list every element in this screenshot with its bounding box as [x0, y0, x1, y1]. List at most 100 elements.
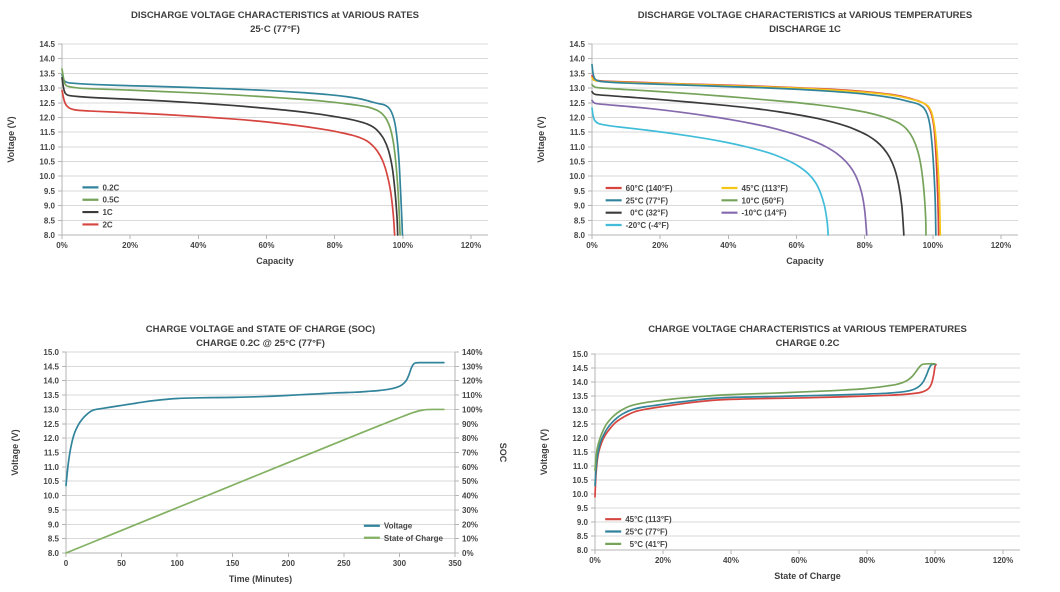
y-tick-label: 13.0: [43, 405, 59, 414]
chart-charge-temperatures-canvas: 8.0 8.5 9.0 9.5 10.0 10.5 11.0 11.5 12.0 12.5 13.0…: [539, 324, 1020, 581]
legend-item: 0.5C: [82, 196, 120, 205]
chart-subtitle: 25·C (77°F): [250, 24, 300, 35]
y2-tick-label: 20%: [462, 520, 478, 529]
x-tick-label: 100%: [923, 241, 943, 250]
series-line--0°c-(32°f): [591, 90, 905, 236]
y-tick-label: 10.0: [43, 492, 59, 501]
x-tick-label: 250: [337, 559, 351, 568]
y-tick-label: 8.5: [577, 532, 589, 541]
y-tick-label: 9.0: [44, 202, 56, 211]
x-tick-label: 60%: [791, 556, 807, 565]
chart-subtitle: CHARGE 0.2C @ 25°C (77°F): [196, 338, 325, 349]
y-tick-label: 14.0: [39, 55, 55, 64]
y2-tick-label: 80%: [462, 434, 478, 443]
y2-tick-label: 70%: [462, 449, 478, 458]
chart-subtitle: DISCHARGE 1C: [769, 24, 841, 35]
chart-title: DISCHARGE VOLTAGE CHARACTERISTICS at VAR…: [638, 10, 972, 21]
legend-item: -10°C (14°F): [721, 209, 787, 218]
y-tick-label: 13.0: [572, 406, 588, 415]
y-tick-label: 14.0: [43, 377, 59, 386]
legend-item: 45°C (113°F): [721, 184, 788, 193]
series-group: [591, 63, 942, 236]
x-tick-label: 80%: [327, 241, 343, 250]
legend-label: 10°C (50°F): [742, 196, 785, 205]
series-line-2c: [61, 89, 396, 236]
x-tick-label: 80%: [857, 241, 873, 250]
legend-label: 5°C (41°F): [625, 540, 668, 549]
y-tick-label: 12.0: [39, 113, 55, 122]
series-line-0.5c: [61, 68, 401, 236]
x-axis-label: Capacity: [256, 256, 294, 266]
y-tick-label: 9.0: [48, 520, 60, 529]
x-tick-label: 120%: [993, 556, 1013, 565]
series-group: [594, 362, 937, 498]
y-tick-label: 12.0: [572, 434, 588, 443]
legend-item: Voltage: [363, 522, 413, 531]
y-tick-label: 11.5: [40, 128, 56, 137]
y-tick-label: 8.5: [574, 216, 586, 225]
legend-label: 0.5C: [102, 196, 119, 205]
y-tick-label: 8.5: [48, 535, 60, 544]
series-group: [61, 68, 404, 236]
axis-ticks: 8.0 8.5 9.0 9.5 10.0 10.5 11.0 11.5 12.0 12.5 13.0…: [43, 348, 482, 568]
legend-label: 1C: [102, 208, 112, 217]
legend-item: 5°C (41°F): [605, 540, 668, 549]
legend-item: 10°C (50°F): [721, 196, 785, 205]
x-tick-label: 0%: [56, 241, 68, 250]
axis-ticks: 8.0 8.5 9.0 9.5 10.0 10.5 11.0 11.5 12.0 12.5 13.0…: [39, 40, 481, 250]
y-tick-label: 9.5: [577, 504, 589, 513]
y-tick-label: 13.5: [569, 69, 585, 78]
x-tick-label: 60%: [788, 241, 804, 250]
y-tick-label: 9.5: [44, 187, 56, 196]
x-tick-label: 200: [282, 559, 296, 568]
legend-label: 0°C (32°F): [626, 209, 669, 218]
y-tick-label: 8.0: [48, 549, 60, 558]
y-tick-label: 8.0: [574, 231, 586, 240]
chart-subtitle: CHARGE 0.2C: [776, 338, 840, 349]
y-tick-label: 15.0: [43, 348, 59, 357]
y-tick-label: 14.5: [569, 40, 585, 49]
series-line-45°c-(113°f): [594, 363, 937, 498]
y-tick-label: 13.0: [569, 84, 585, 93]
legend-label: -20°C (-4°F): [626, 221, 670, 230]
y2-tick-label: 130%: [462, 362, 482, 371]
series-line-voltage: [65, 361, 445, 487]
y-tick-label: 8.5: [44, 216, 56, 225]
y2-tick-label: 50%: [462, 477, 478, 486]
series-group: [65, 361, 445, 554]
series-line--5°c-(41°f): [594, 362, 936, 472]
y-tick-label: 10.5: [39, 158, 55, 167]
x-tick-label: 20%: [122, 241, 138, 250]
y-tick-label: 12.5: [569, 99, 585, 108]
x-tick-label: 80%: [859, 556, 875, 565]
y-axis-label: Voltage (V): [6, 116, 16, 162]
legend-item: 1C: [82, 208, 113, 217]
series-line-25°c-(77°f): [594, 363, 936, 487]
y-tick-label: 14.5: [43, 362, 59, 371]
series-line-10°c-(50°f): [591, 83, 927, 236]
y-tick-label: 12.5: [43, 420, 59, 429]
y2-tick-label: 30%: [462, 506, 478, 515]
x-tick-label: 20%: [655, 556, 671, 565]
x-tick-label: 120%: [991, 241, 1011, 250]
series-line--20°c-(-4°f): [591, 107, 830, 236]
chart-title: CHARGE VOLTAGE CHARACTERISTICS at VARIOU…: [648, 324, 967, 335]
series-line-1c: [61, 76, 399, 236]
legend: 45°C (113°F) 25°C (77°F) 5°C (41°F): [605, 515, 672, 549]
x-tick-label: 120%: [461, 241, 481, 250]
y-tick-label: 10.0: [569, 172, 585, 181]
x-tick-label: 20%: [652, 241, 668, 250]
y-tick-label: 10.0: [39, 172, 55, 181]
legend-label: 25°C (77°F): [626, 196, 669, 205]
series-line-25°c-(77°f): [591, 63, 937, 236]
x-axis-label: Capacity: [786, 256, 824, 266]
legend-item: State of Charge: [363, 534, 444, 543]
y2-tick-label: 40%: [462, 492, 478, 501]
y-tick-label: 13.5: [43, 391, 59, 400]
series-line-state-of-charge: [65, 408, 445, 554]
y-tick-label: 14.5: [572, 364, 588, 373]
x-tick-label: 50: [117, 559, 126, 568]
gridlines: [62, 43, 488, 236]
y-tick-label: 12.5: [39, 99, 55, 108]
